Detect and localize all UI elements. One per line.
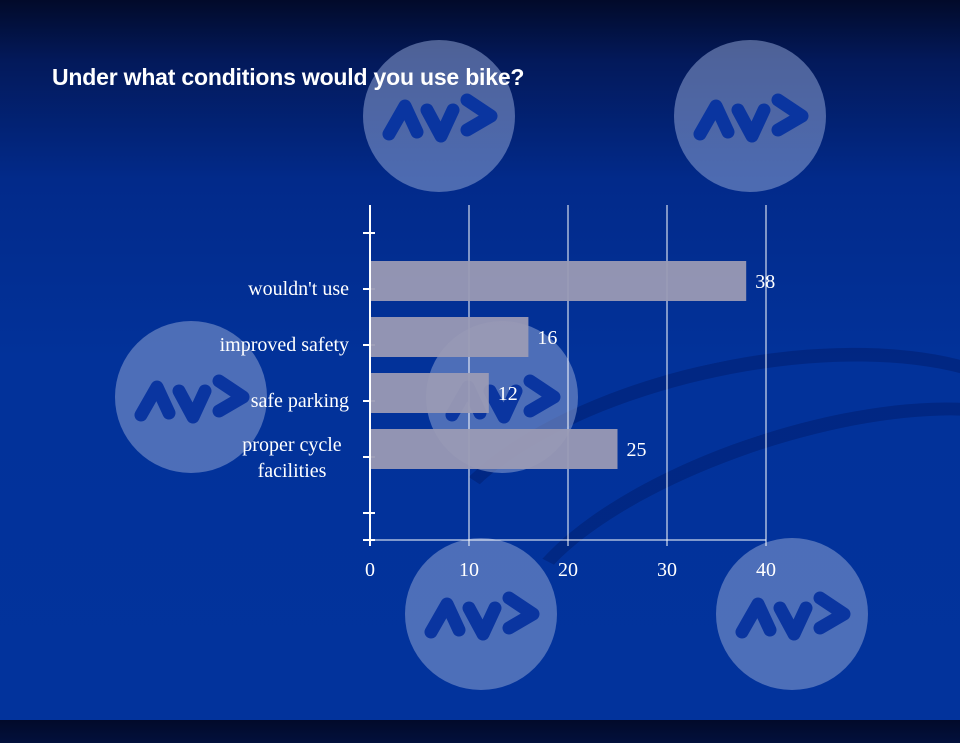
x-tick-label: 0 bbox=[365, 559, 375, 581]
category-label: safe parking bbox=[251, 390, 349, 412]
av-logo-mark bbox=[693, 93, 809, 143]
data-label: 12 bbox=[498, 383, 518, 405]
x-tick-label: 10 bbox=[459, 559, 479, 581]
category-label: improved safety bbox=[220, 334, 349, 356]
data-label: 25 bbox=[627, 439, 647, 461]
av-logo-mark bbox=[382, 93, 498, 143]
x-tick-label: 30 bbox=[657, 559, 677, 581]
av-logo-mark bbox=[134, 374, 250, 424]
bar bbox=[371, 317, 529, 357]
category-label: wouldn't use bbox=[248, 278, 349, 300]
category-label-line: facilities bbox=[258, 460, 327, 482]
av-logo-icon bbox=[405, 538, 557, 690]
category-label: proper cycle facilities bbox=[242, 434, 342, 482]
av-logo-icon bbox=[363, 40, 515, 192]
bar-chart: 0 10 20 30 40 38 wouldn't use 16 improved safety… bbox=[220, 261, 776, 581]
bar bbox=[371, 429, 618, 469]
bar bbox=[371, 373, 489, 413]
category-label-line: proper cycle bbox=[242, 434, 342, 456]
slide-title: Under what conditions would you use bike… bbox=[52, 64, 525, 90]
av-logo-icon bbox=[716, 538, 868, 690]
av-logo-mark bbox=[424, 591, 540, 641]
av-logo-mark bbox=[735, 591, 851, 641]
x-tick-label: 40 bbox=[756, 559, 776, 581]
av-logo-icon bbox=[674, 40, 826, 192]
av-logo-icon bbox=[115, 321, 267, 473]
x-tick-label: 20 bbox=[558, 559, 578, 581]
data-label: 38 bbox=[755, 271, 775, 293]
data-label: 16 bbox=[537, 327, 557, 349]
bar bbox=[371, 261, 747, 301]
